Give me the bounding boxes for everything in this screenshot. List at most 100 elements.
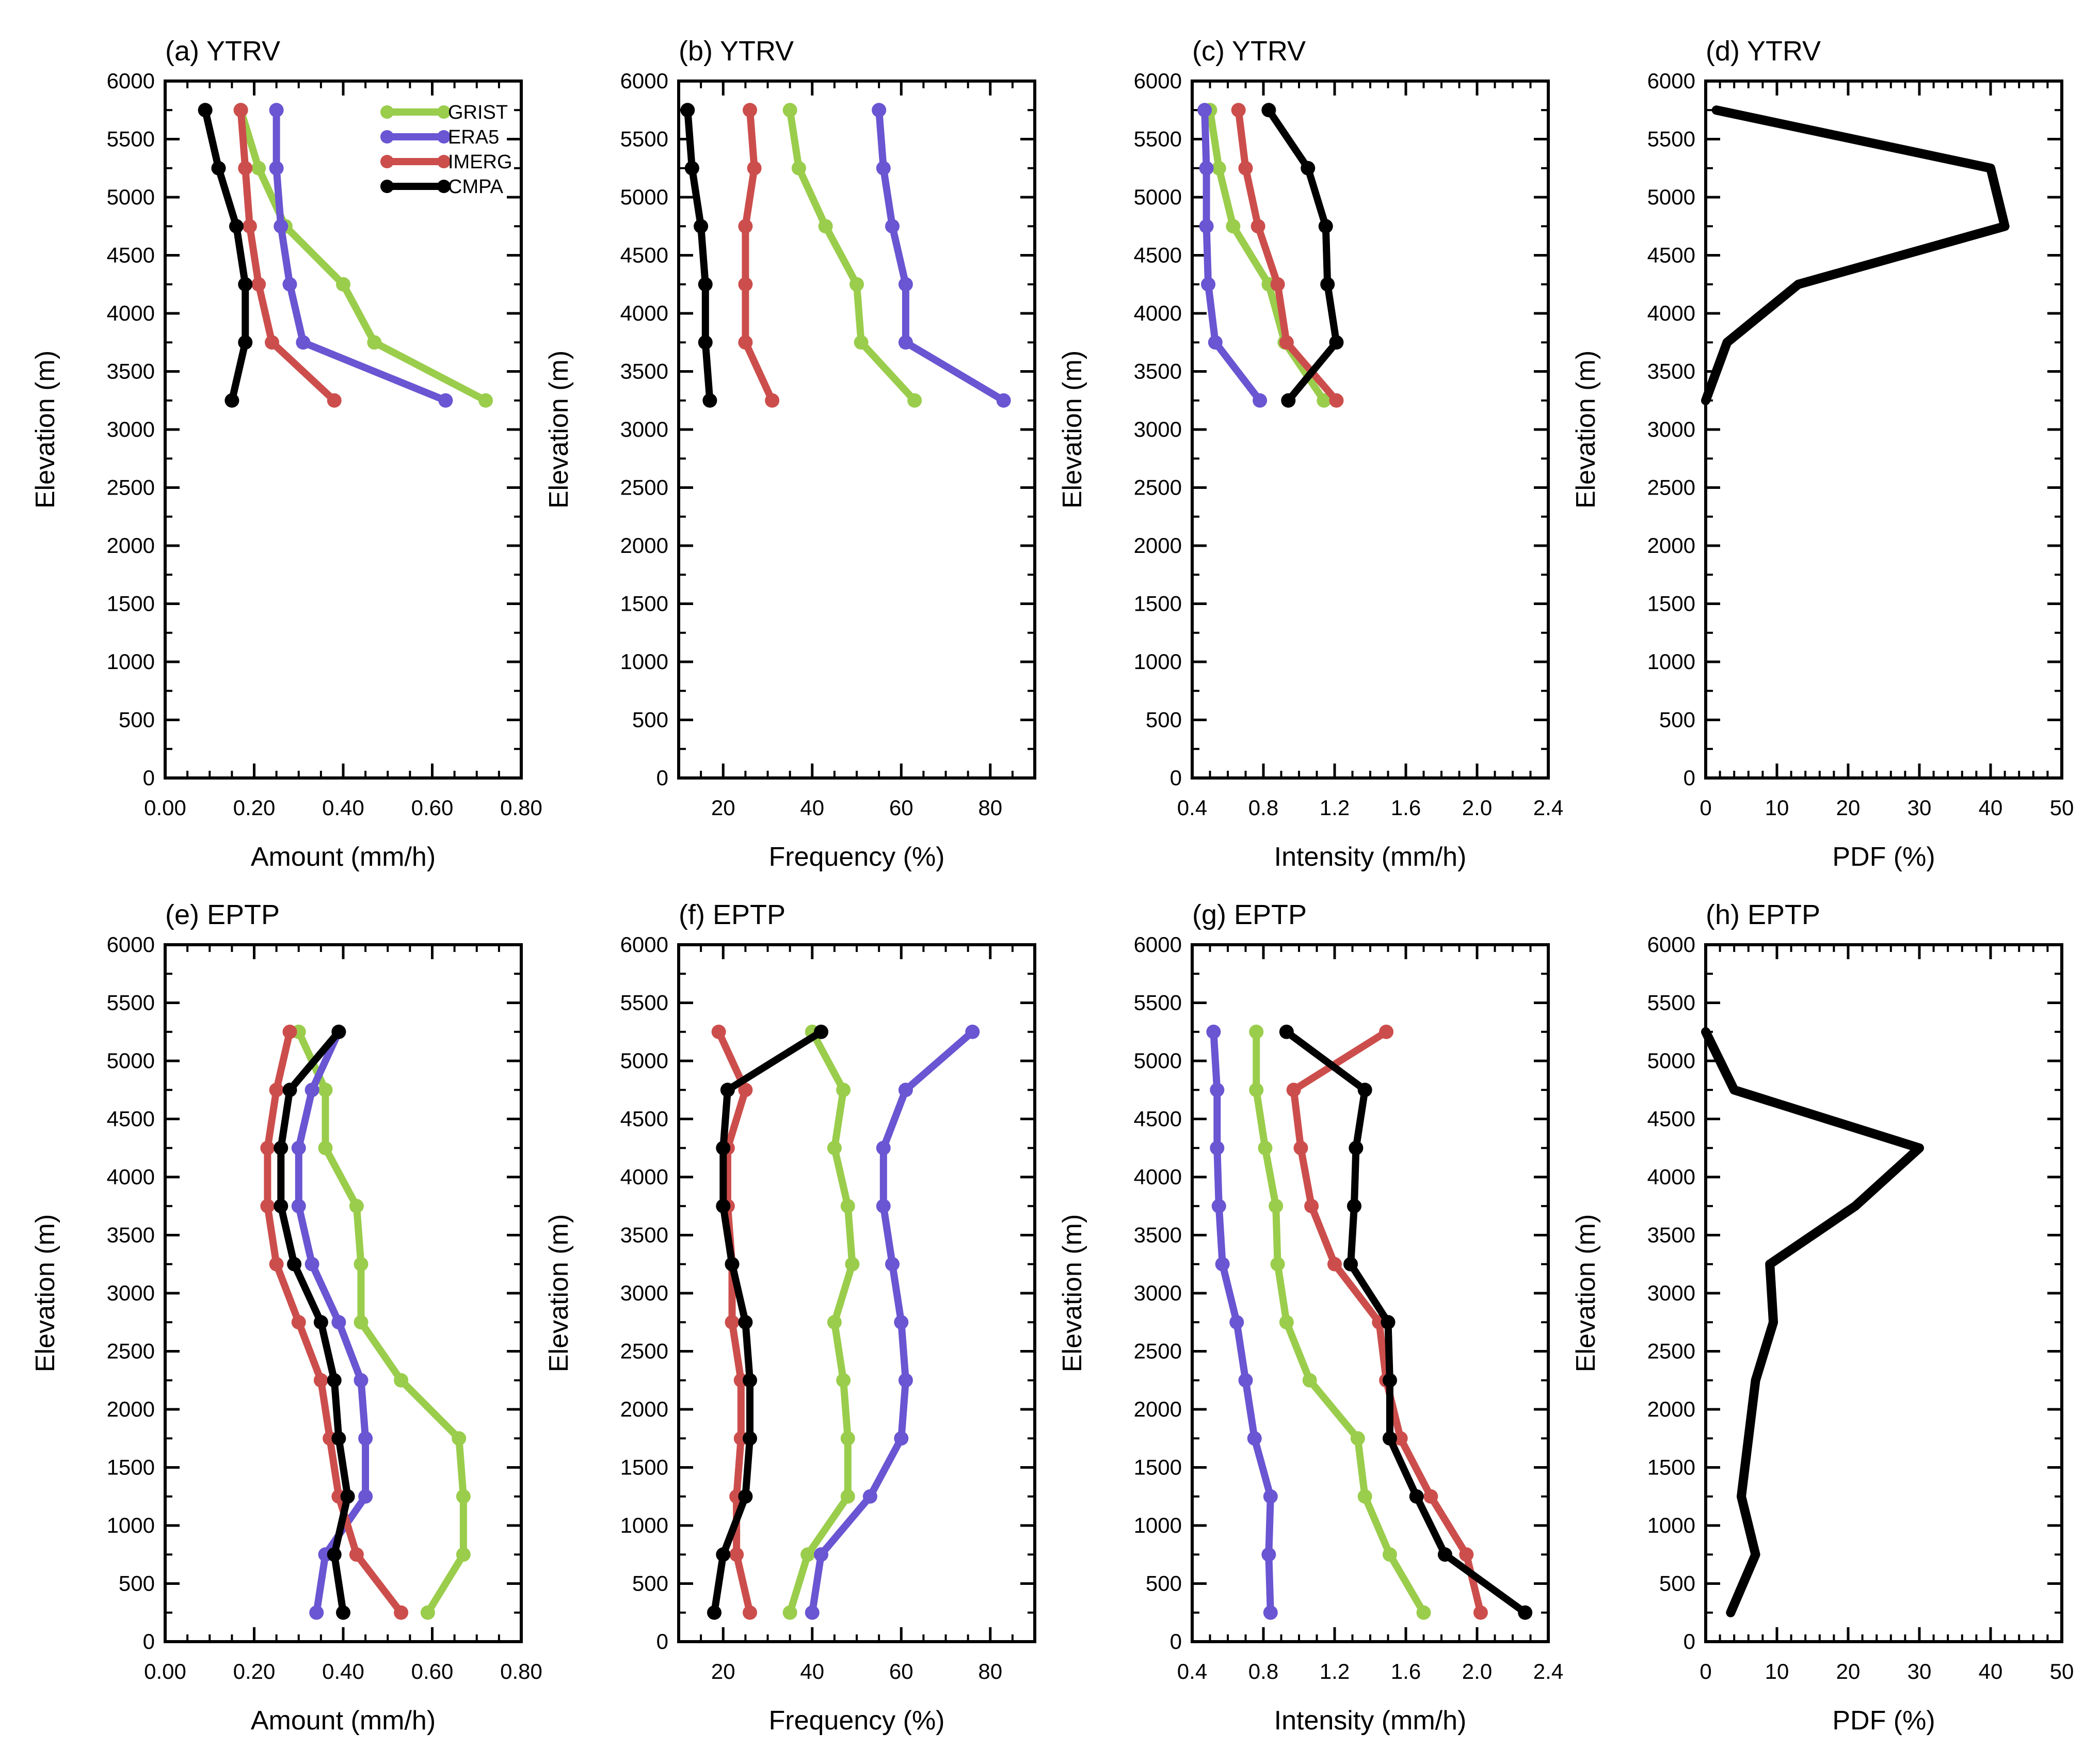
data-point xyxy=(1382,1431,1397,1446)
y-axis-label: Elevation (m) xyxy=(544,1214,574,1372)
data-point xyxy=(738,335,753,350)
data-point xyxy=(282,277,297,292)
x-tick-label: 0.80 xyxy=(500,1659,542,1683)
x-tick-label: 0.20 xyxy=(233,796,276,820)
data-point xyxy=(836,1083,851,1098)
data-point xyxy=(1329,393,1344,408)
series-cmpa xyxy=(198,103,253,408)
y-tick-label: 2000 xyxy=(107,533,155,558)
data-point xyxy=(251,161,266,176)
data-point xyxy=(313,1315,328,1330)
data-point xyxy=(684,161,699,176)
data-point xyxy=(711,1024,726,1039)
data-point xyxy=(309,1605,324,1620)
data-point xyxy=(791,161,806,176)
y-tick-label: 4000 xyxy=(620,301,668,325)
data-point xyxy=(233,103,248,118)
series-line-cmpa xyxy=(684,106,714,404)
x-tick-label: 0.8 xyxy=(1248,1659,1278,1683)
x-tick-label: 40 xyxy=(800,796,824,820)
series-line-cmpa xyxy=(1701,1027,1924,1617)
x-tick-label: 0.20 xyxy=(233,1659,276,1683)
x-tick-label: 0.60 xyxy=(411,1659,454,1683)
data-point xyxy=(1211,1199,1226,1214)
data-point xyxy=(265,335,279,350)
y-tick-label: 2500 xyxy=(1647,475,1695,500)
data-point xyxy=(898,335,913,350)
y-tick-label: 3500 xyxy=(107,1223,155,1247)
y-tick-label: 3000 xyxy=(1647,1281,1695,1305)
data-point xyxy=(898,1373,913,1388)
x-axis-label: Frequency (%) xyxy=(769,1706,945,1736)
y-tick-label: 5500 xyxy=(1134,991,1182,1015)
data-point xyxy=(478,393,493,408)
data-point xyxy=(304,1257,319,1272)
data-point xyxy=(331,1431,346,1446)
data-point xyxy=(1261,1547,1276,1562)
series-cmpa xyxy=(707,1024,828,1620)
legend-marker xyxy=(380,105,394,119)
y-tick-label: 6000 xyxy=(1134,932,1182,957)
y-tick-label: 4500 xyxy=(107,243,155,267)
series-era5 xyxy=(805,1024,980,1620)
y-tick-label: 5500 xyxy=(107,991,155,1015)
panel-3: 0 500 1000 1500 2000 2500 3000 3500 4000 4500 5000… xyxy=(1057,36,1563,872)
data-point xyxy=(1231,103,1246,118)
data-point xyxy=(1229,1315,1244,1330)
y-tick-label: 3000 xyxy=(1134,417,1182,441)
data-point xyxy=(1261,103,1276,118)
x-axis-label: Frequency (%) xyxy=(769,842,945,872)
data-point xyxy=(680,103,695,118)
data-point xyxy=(274,1140,288,1155)
x-tick-label: 40 xyxy=(1979,1659,2003,1683)
data-point xyxy=(420,1605,435,1620)
data-point xyxy=(1247,1431,1262,1446)
data-point xyxy=(698,335,713,350)
y-tick-label: 2500 xyxy=(1647,1339,1695,1363)
y-tick-label: 0 xyxy=(656,766,668,790)
series-imerg xyxy=(1231,103,1344,408)
data-point xyxy=(729,1547,744,1562)
y-tick-label: 2500 xyxy=(1134,475,1182,500)
panel-4: 0500100015002000250030003500400045005000… xyxy=(1571,36,2074,872)
x-tick-label: 40 xyxy=(1979,796,2003,820)
data-point xyxy=(211,161,226,176)
y-tick-label: 6000 xyxy=(1647,69,1695,93)
data-point xyxy=(996,393,1011,408)
data-point xyxy=(1350,1431,1365,1446)
series-line-era5 xyxy=(875,106,1007,404)
data-point xyxy=(318,1083,333,1098)
data-point xyxy=(238,277,253,292)
series-grist xyxy=(782,103,922,408)
data-point xyxy=(1238,1373,1253,1388)
data-point xyxy=(1201,277,1216,292)
data-point xyxy=(331,1315,346,1330)
x-tick-label: 80 xyxy=(978,796,1002,820)
series-line-era5 xyxy=(272,106,450,404)
data-point xyxy=(743,1373,757,1388)
y-tick-label: 1500 xyxy=(620,1455,668,1480)
y-axis-label: Elevation (m) xyxy=(1057,1214,1087,1372)
data-point xyxy=(1208,335,1223,350)
data-point xyxy=(291,1140,306,1155)
y-tick-label: 1500 xyxy=(1134,1455,1182,1480)
series-imerg xyxy=(738,103,780,408)
data-point xyxy=(840,1489,855,1504)
data-point xyxy=(1279,335,1294,350)
y-tick-label: 2000 xyxy=(1134,533,1182,558)
data-point xyxy=(349,1547,364,1562)
y-tick-label: 500 xyxy=(119,1571,155,1596)
y-tick-label: 5000 xyxy=(620,185,668,209)
series-line-imerg xyxy=(1235,106,1340,404)
y-tick-label: 5000 xyxy=(1134,185,1182,209)
y-tick-label: 1000 xyxy=(1647,649,1695,674)
data-point xyxy=(827,1315,842,1330)
data-point xyxy=(1317,393,1332,408)
x-tick-label: 1.2 xyxy=(1320,1659,1350,1683)
x-tick-label: 10 xyxy=(1765,796,1789,820)
y-tick-label: 3500 xyxy=(1647,1223,1695,1247)
y-tick-label: 1000 xyxy=(620,649,668,674)
y-tick-label: 500 xyxy=(119,708,155,732)
y-tick-label: 6000 xyxy=(1134,69,1182,93)
